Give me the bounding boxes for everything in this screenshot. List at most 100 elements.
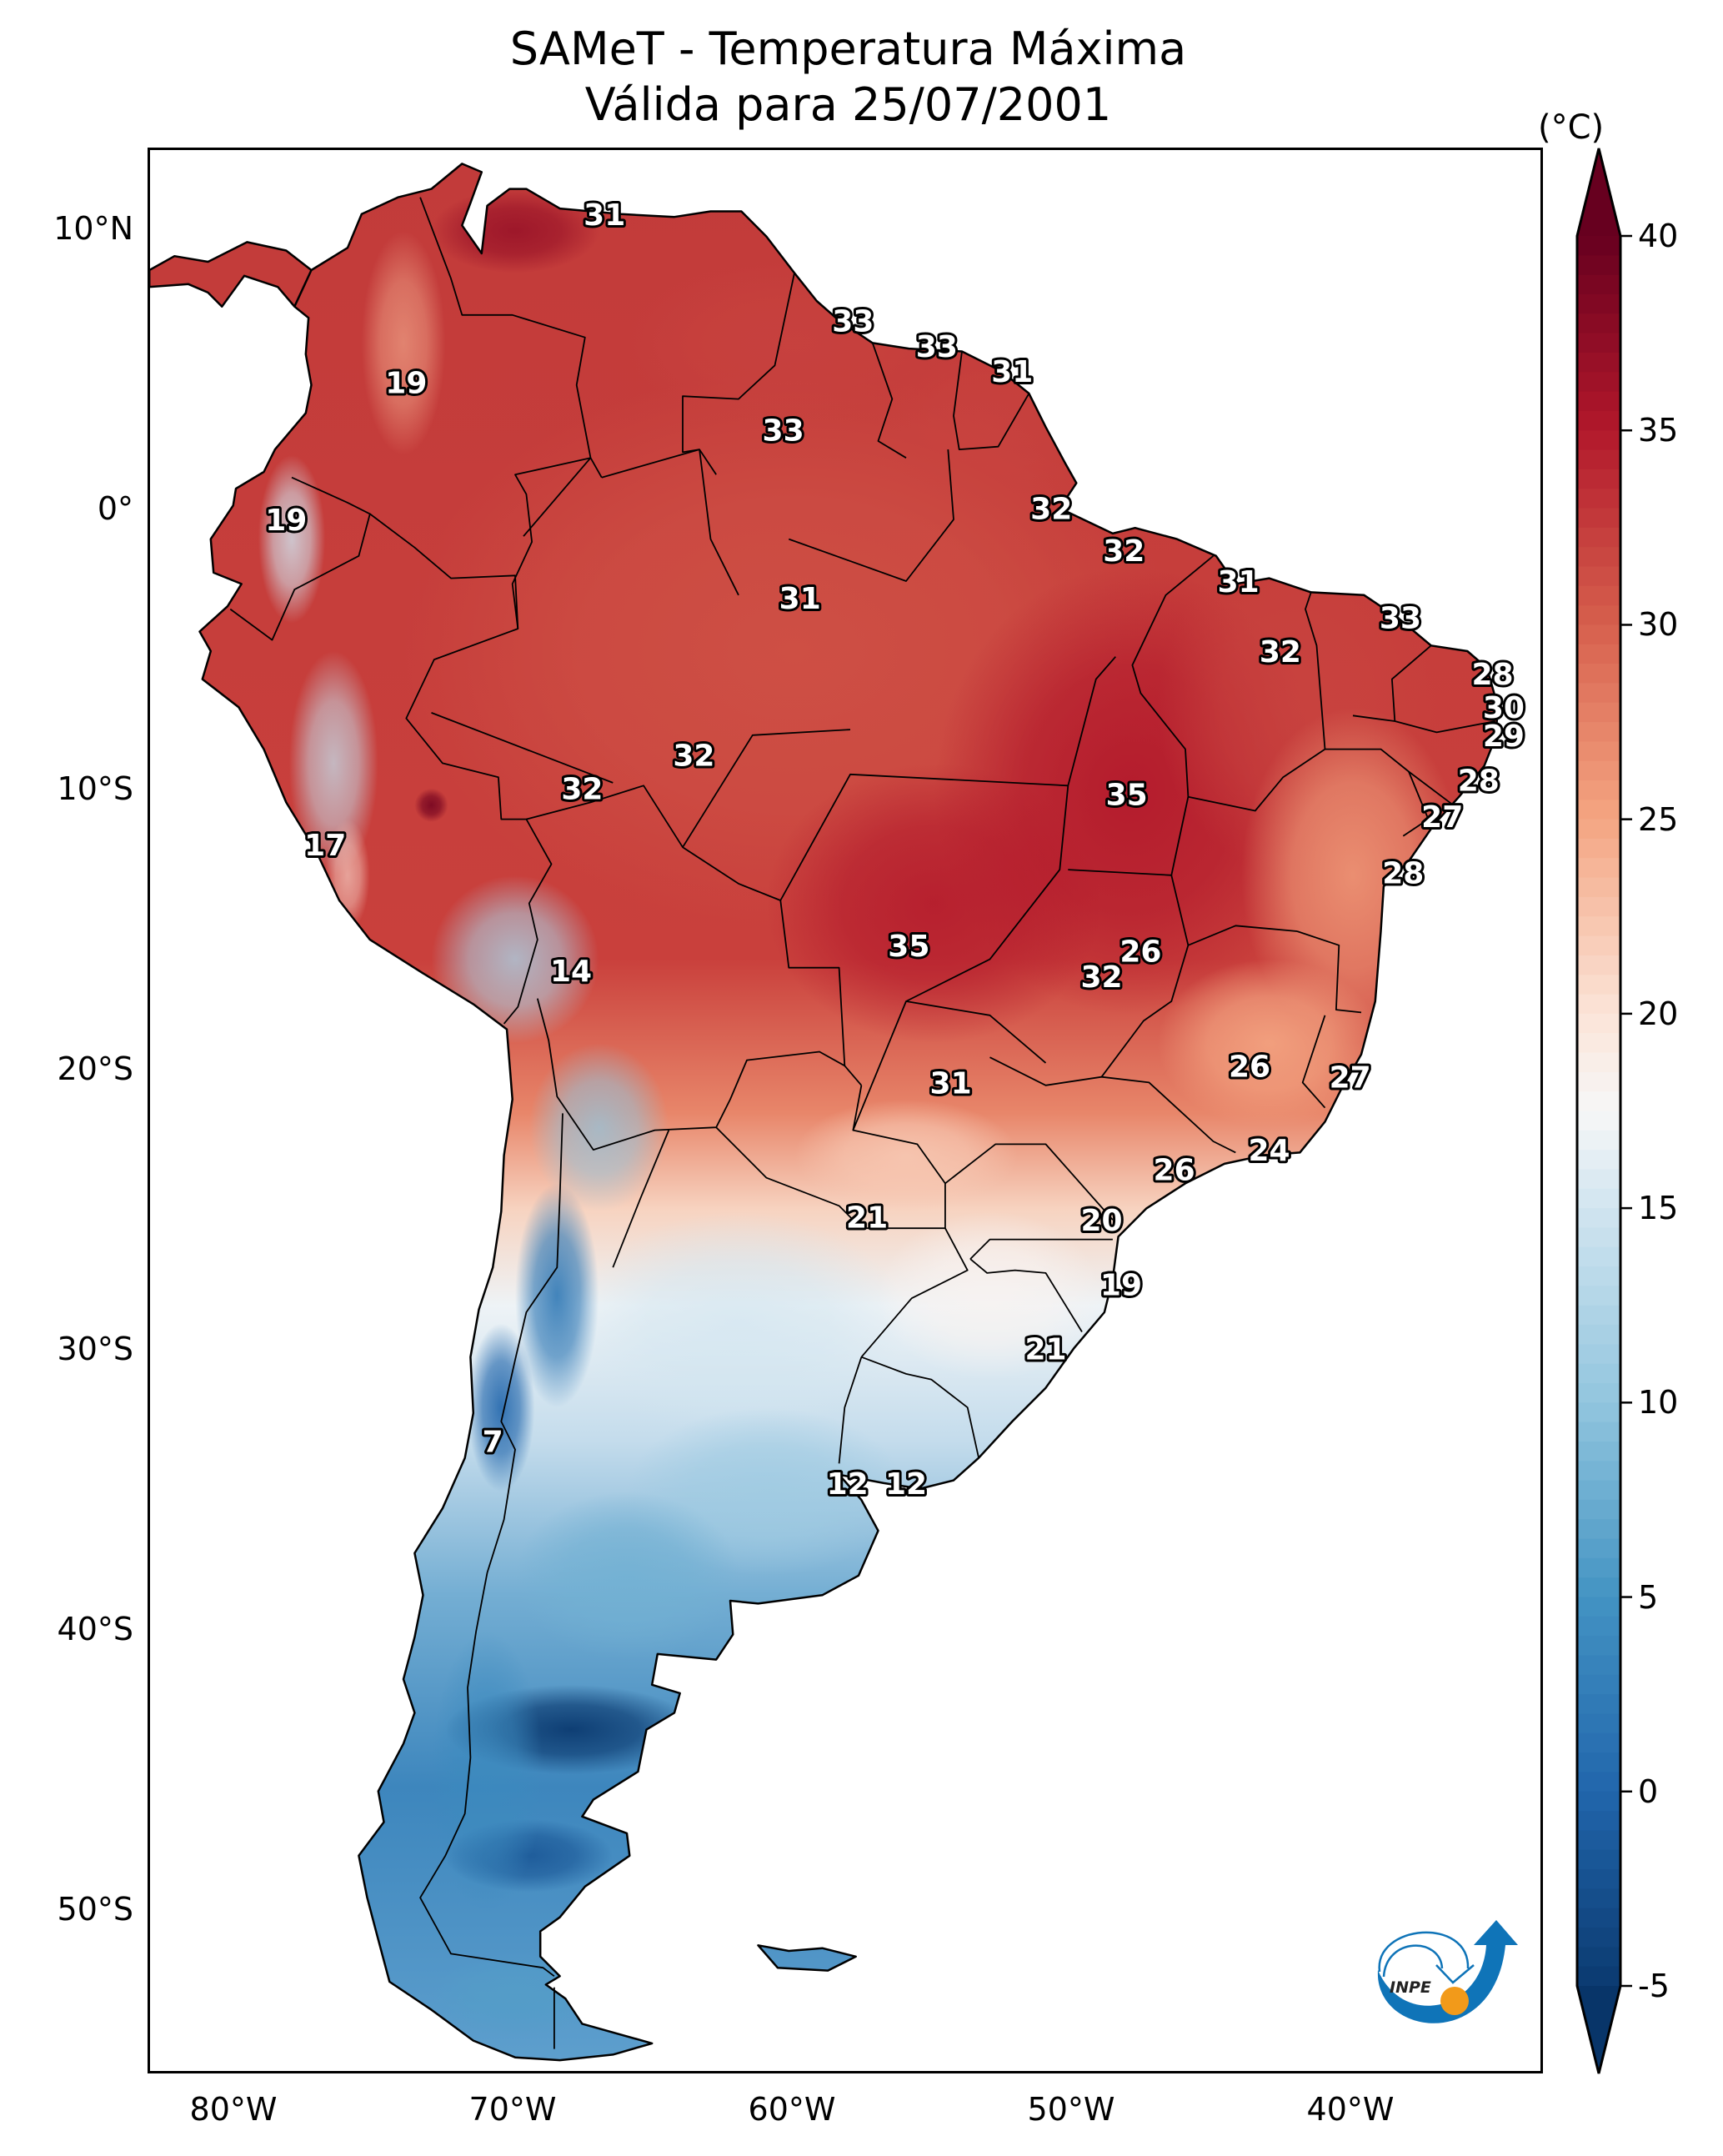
station-value-label: 7 <box>483 1426 503 1460</box>
lon-tick-label: 80°W <box>189 2091 278 2128</box>
lat-tick-label: 0° <box>97 490 133 527</box>
station-value-label: 27 <box>1330 1061 1371 1096</box>
lon-tick-label: 50°W <box>1027 2091 1115 2128</box>
station-value-label: 19 <box>265 504 307 538</box>
temperature-blob <box>878 343 1102 511</box>
station-value-label: 32 <box>1030 493 1072 527</box>
station-value-label: 27 <box>1421 800 1463 835</box>
colorbar-segment <box>1577 547 1620 568</box>
colorbar-segment <box>1577 1499 1620 1520</box>
station-value-label: 32 <box>561 773 603 807</box>
colorbar-segment <box>1577 975 1620 995</box>
colorbar-tick-label: 40 <box>1638 218 1679 254</box>
station-value-label: 28 <box>1382 856 1424 890</box>
colorbar-segment <box>1577 1928 1620 1948</box>
colorbar-segment <box>1577 1888 1620 1909</box>
temperature-blob <box>515 1492 739 1660</box>
border-line <box>944 1143 1114 1221</box>
colorbar-segment <box>1577 1071 1620 1092</box>
station-value-label: 12 <box>827 1467 869 1502</box>
border-line <box>860 1227 969 1358</box>
colorbar-segment <box>1577 1208 1620 1229</box>
colorbar-segment <box>1577 819 1620 840</box>
border-line <box>526 785 863 1086</box>
colorbar-segment <box>1577 372 1620 393</box>
station-value-label: 32 <box>1103 534 1144 569</box>
colorbar-segment <box>1577 1227 1620 1248</box>
border-line <box>1188 925 1298 946</box>
border-line <box>1068 869 1190 1078</box>
station-value-label: 17 <box>304 829 346 863</box>
station-value-label: 35 <box>888 930 929 964</box>
border-line <box>953 351 1030 450</box>
colorbar-segment <box>1577 1636 1620 1657</box>
colorbar-segment <box>1577 624 1620 645</box>
border-line <box>969 1258 1083 1332</box>
colorbar-tick-label: 15 <box>1638 1190 1679 1227</box>
colorbar-segment <box>1577 1246 1620 1267</box>
station-value-label: 28 <box>1458 765 1500 799</box>
colorbar-segment <box>1577 585 1620 606</box>
border-line <box>699 449 739 596</box>
colorbar-segment <box>1577 1363 1620 1384</box>
colorbar-segment <box>1577 1849 1620 1870</box>
station-value-label: 26 <box>1229 1050 1270 1084</box>
station-value-label: 24 <box>1248 1134 1290 1168</box>
country-borders <box>150 163 1500 2062</box>
colorbar-segment <box>1577 722 1620 742</box>
colorbar-segment <box>1577 1169 1620 1190</box>
colorbar-segment <box>1577 410 1620 431</box>
colorbar-tick-label: -5 <box>1638 1968 1670 2004</box>
colorbar-segment <box>1577 760 1620 781</box>
station-value-label: 31 <box>930 1066 972 1101</box>
colorbar-segment <box>1577 1772 1620 1792</box>
colorbar-segment <box>1577 702 1620 723</box>
station-value-label: 21 <box>846 1201 888 1236</box>
colorbar-segment <box>1577 1830 1620 1851</box>
colorbar-segment <box>1577 838 1620 859</box>
colorbar-segment <box>1577 1791 1620 1812</box>
colorbar-segment <box>1577 1908 1620 1928</box>
colorbar-segment <box>1577 1480 1620 1501</box>
border-line <box>871 343 907 459</box>
colorbar-segment <box>1577 566 1620 587</box>
colorbar-segment <box>1577 1713 1620 1734</box>
station-value-label: 33 <box>1380 602 1421 636</box>
border-line <box>682 729 851 848</box>
temperature-blob <box>528 1043 669 1211</box>
border-line <box>523 457 592 537</box>
border-line <box>511 457 591 629</box>
station-value-label: 33 <box>916 330 958 364</box>
temperature-blob <box>258 454 326 624</box>
temperature-blob <box>431 1953 599 2038</box>
colorbar-tick-label: 25 <box>1638 800 1679 838</box>
border-line <box>969 1238 1113 1260</box>
colorbar-segment <box>1577 489 1620 509</box>
lat-tick-label: 30°S <box>57 1331 133 1367</box>
lat-tick-label: 50°S <box>57 1891 133 1928</box>
station-value-label: 31 <box>991 355 1033 389</box>
temperature-blob <box>468 1323 535 1492</box>
lon-tick-label: 40°W <box>1306 2091 1395 2128</box>
colorbar-segment <box>1577 780 1620 800</box>
logo-text: INPE <box>1390 1978 1431 1997</box>
colorbar-segment <box>1577 352 1620 373</box>
colorbar-segment <box>1577 1947 1620 1968</box>
colorbar-segment <box>1577 391 1620 412</box>
colorbar-tick-label: 20 <box>1638 995 1679 1032</box>
lat-tick-label: 10°N <box>53 210 133 247</box>
colorbar-segment <box>1577 1325 1620 1345</box>
colorbar-segment <box>1577 1033 1620 1054</box>
border-line <box>369 513 553 1025</box>
colorbar-segment <box>1577 1655 1620 1676</box>
map-area: 31 33 33 31 19 33 19 32 32 31 31 33 32 28 30 29 32 28 32 35… <box>148 148 1543 2073</box>
colorbar-unit-label: (°C) <box>1538 108 1605 147</box>
temperature-blob <box>431 188 599 273</box>
station-value-label: 31 <box>779 582 821 616</box>
colorbar-segment <box>1577 1577 1620 1598</box>
colorbar-segment <box>1577 994 1620 1015</box>
colorbar-tick-label: 0 <box>1638 1772 1659 1810</box>
colorbar <box>1575 148 1632 2074</box>
colorbar-segment <box>1577 741 1620 762</box>
colorbar-segment <box>1577 449 1620 470</box>
